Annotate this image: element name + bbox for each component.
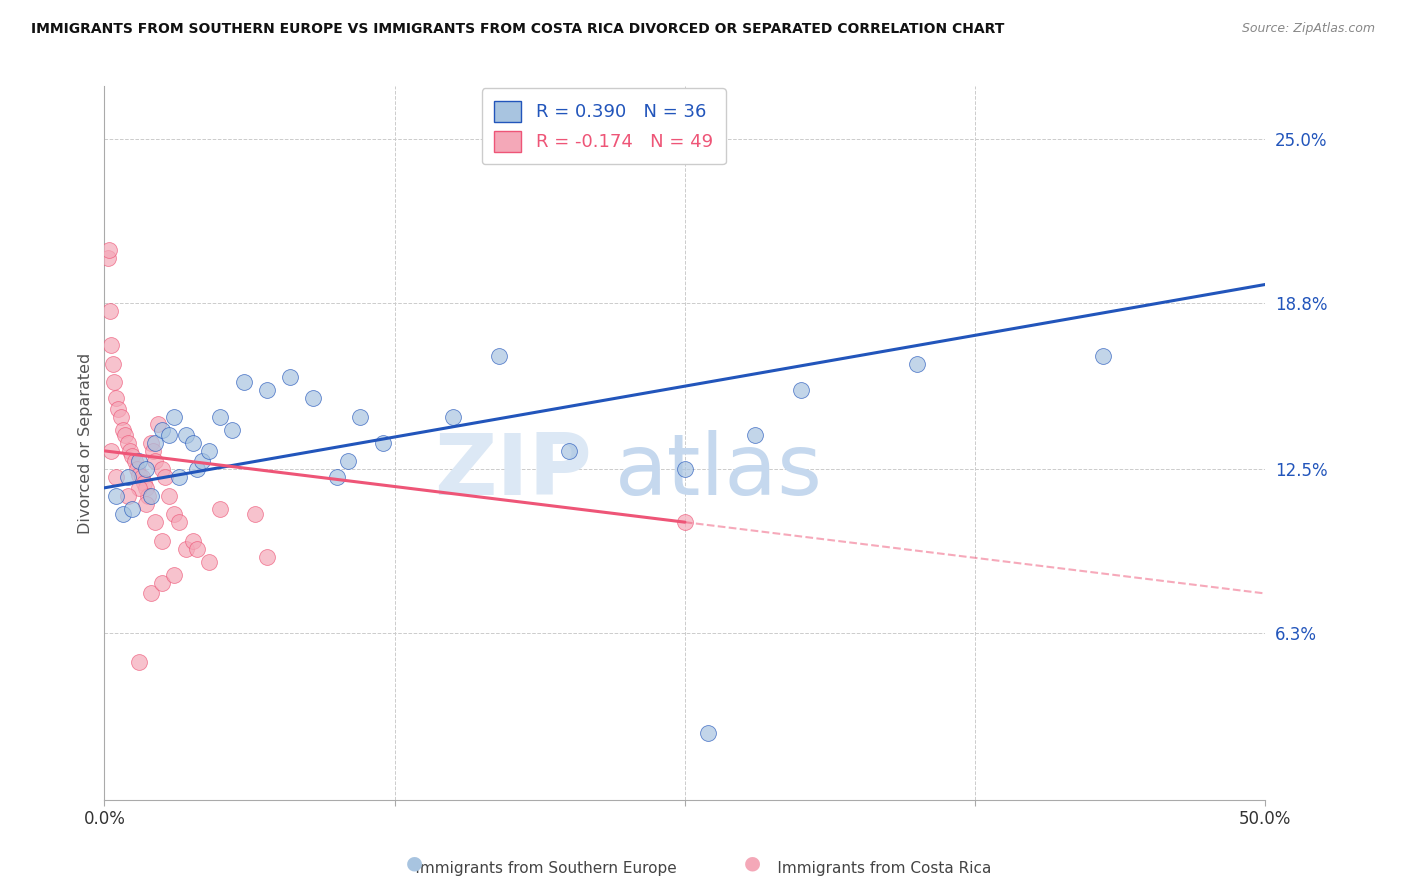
Point [371,436,394,450]
Point [128,467,150,482]
Point [135,497,157,511]
Text: IMMIGRANTS FROM SOUTHERN EUROPE VS IMMIGRANTS FROM COSTA RICA DIVORCED OR SEPARA: IMMIGRANTS FROM SOUTHERN EUROPE VS IMMIG… [31,22,1004,37]
Point [104,489,127,503]
Point [221,423,243,437]
Point [145,454,167,468]
Point [152,576,174,591]
Point [100,338,122,352]
Point [325,470,347,484]
Point [132,475,155,490]
Point [107,401,129,416]
Point [104,470,127,484]
Point [117,489,139,503]
Point [673,515,696,529]
Text: Source: ZipAtlas.com: Source: ZipAtlas.com [1241,22,1375,36]
Point [128,454,150,468]
Point [153,470,176,484]
Point [110,409,132,424]
Point [118,443,141,458]
Point [167,515,190,529]
Point [114,428,136,442]
Point [181,436,204,450]
Point [98,243,121,257]
Point [174,541,197,556]
Point [131,470,153,484]
Text: atlas: atlas [616,430,824,513]
Text: ●: ● [744,854,761,872]
Point [488,349,510,363]
Point [152,533,174,548]
Point [101,357,124,371]
Point [124,454,146,468]
Point [337,454,360,468]
Point [181,533,204,548]
Point [163,508,186,522]
Point [145,436,167,450]
Point [186,541,208,556]
Point [302,391,325,405]
Point [135,481,157,495]
Point [128,655,150,669]
Point [97,251,120,265]
Text: ●: ● [406,854,423,872]
Point [167,470,190,484]
Point [256,383,278,397]
Point [135,462,157,476]
Point [121,449,143,463]
Text: Immigrants from Southern Europe: Immigrants from Southern Europe [391,861,678,876]
Point [152,462,174,476]
Point [157,489,180,503]
Point [145,515,167,529]
Point [117,436,139,450]
Point [697,726,720,740]
Point [142,443,165,458]
Text: Immigrants from Costa Rica: Immigrants from Costa Rica [752,861,991,876]
Point [111,508,134,522]
Legend: R = 0.390   N = 36, R = -0.174   N = 49: R = 0.390 N = 36, R = -0.174 N = 49 [482,88,725,164]
Point [139,436,162,450]
Point [186,462,208,476]
Point [245,508,267,522]
Point [128,481,150,495]
Point [558,443,581,458]
Point [100,443,122,458]
Point [98,304,121,318]
Point [125,462,148,476]
Point [198,555,221,569]
Point [163,409,186,424]
Point [111,423,134,437]
Point [441,409,464,424]
Point [278,370,301,384]
Point [117,470,139,484]
Point [1091,349,1114,363]
Point [174,428,197,442]
Y-axis label: Divorced or Separated: Divorced or Separated [79,352,93,533]
Point [157,428,180,442]
Point [152,423,174,437]
Text: ZIP: ZIP [434,430,592,513]
Point [163,568,186,582]
Point [103,375,125,389]
Point [104,391,127,405]
Point [191,454,214,468]
Point [673,462,696,476]
Point [209,409,232,424]
Point [232,375,254,389]
Point [349,409,371,424]
Point [209,502,232,516]
Point [790,383,813,397]
Point [198,443,221,458]
Point [139,489,162,503]
Point [139,586,162,600]
Point [905,357,928,371]
Point [146,417,169,432]
Point [256,549,278,564]
Point [744,428,766,442]
Point [121,502,143,516]
Point [138,489,160,503]
